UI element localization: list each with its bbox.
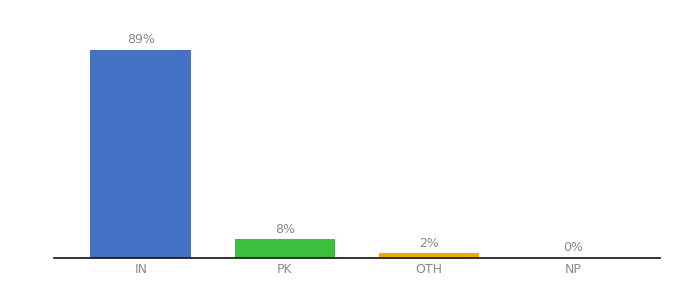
Bar <box>90 50 191 258</box>
Text: 0%: 0% <box>563 242 583 254</box>
Text: 8%: 8% <box>275 223 295 236</box>
Bar <box>379 253 479 258</box>
Bar <box>235 239 335 258</box>
Text: 89%: 89% <box>127 33 155 46</box>
Text: 2%: 2% <box>419 237 439 250</box>
